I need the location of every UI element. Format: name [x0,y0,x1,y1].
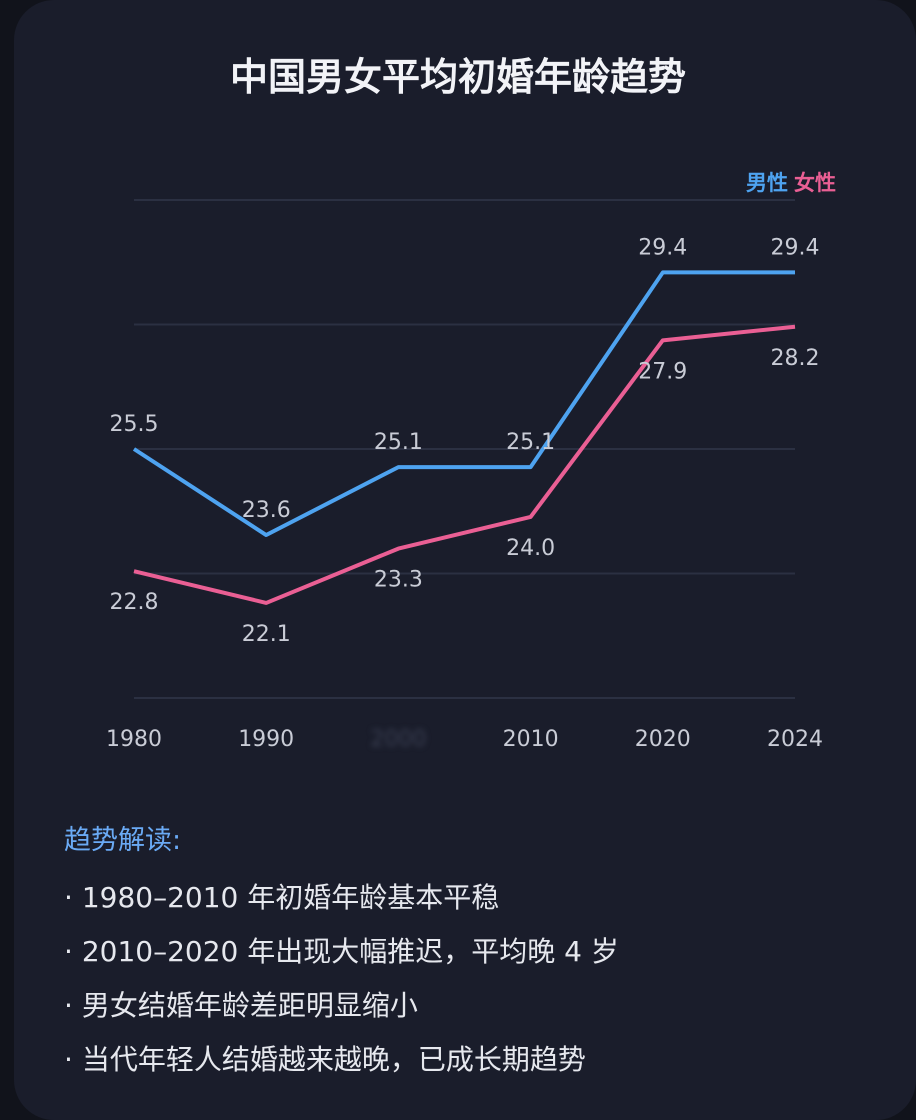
data-label: 23.3 [374,568,423,593]
legend-male: 男性 [746,171,788,195]
data-label: 25.1 [506,430,555,455]
x-tick-label: 2024 [767,727,823,752]
data-label: 29.4 [638,235,687,260]
data-label: 29.4 [771,235,820,260]
notes-heading: 趋势解读: [64,825,182,856]
line-chart: 1980 1990 2000 2010 2020 2024 25.5 23.6 25.1 25.1… [106,199,823,752]
data-label: 22.8 [110,590,159,615]
data-label: 25.1 [374,430,423,455]
data-label: 27.9 [638,359,687,384]
data-label: 24.0 [506,536,555,561]
chart-title: 中国男女平均初婚年龄趋势 [229,55,686,99]
legend: 男性 女性 [746,167,836,197]
data-label: 23.6 [242,498,291,523]
note-item: 当代年轻人结婚越来越晚，已成长期趋势 [64,1033,619,1087]
x-tick-label: 2010 [503,727,559,752]
x-tick-label: 2020 [635,727,691,752]
x-tick-label: 1990 [238,727,294,752]
note-item: 男女结婚年龄差距明显缩小 [64,979,619,1033]
series-line-male [132,270,795,538]
x-tick-label: 2000 [370,727,426,752]
note-item: 1980–2010 年初婚年龄基本平稳 [64,871,619,925]
series-line-female [133,324,796,605]
notes: 趋势解读: 1980–2010 年初婚年龄基本平稳 2010–2020 年出现大… [64,818,619,1087]
x-tick-label: 1980 [106,727,162,752]
data-label: 22.1 [242,622,291,647]
data-label: 25.5 [110,412,159,437]
legend-female: 女性 [794,171,836,195]
data-label: 28.2 [771,346,820,371]
note-item: 2010–2020 年出现大幅推迟，平均晚 4 岁 [64,925,619,979]
